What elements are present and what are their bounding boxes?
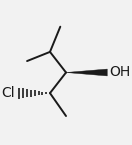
Text: OH: OH (110, 66, 131, 79)
Text: Cl: Cl (1, 86, 15, 100)
Polygon shape (66, 69, 107, 76)
